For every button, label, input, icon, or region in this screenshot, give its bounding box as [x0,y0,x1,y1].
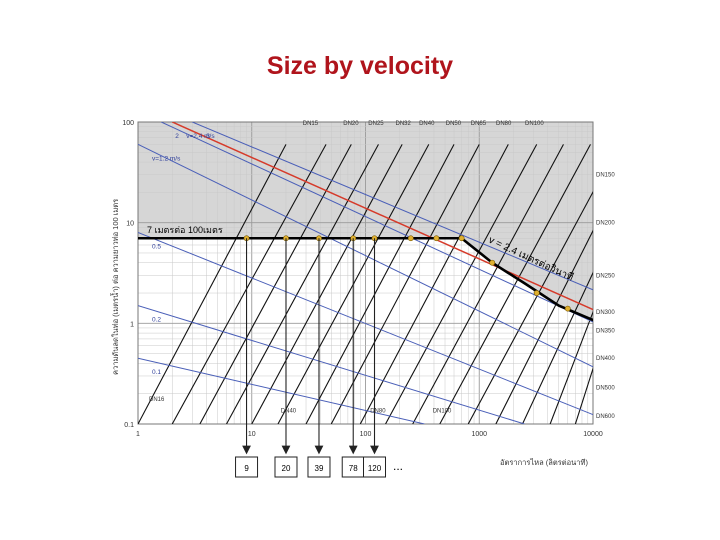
pipe-line [138,144,287,424]
x-tick-label: 100 [360,431,372,438]
flow-result-value: 120 [368,464,382,473]
flow-marker [458,235,465,242]
pipe-line [330,144,480,424]
velocity-line [171,122,593,311]
velocity-line [138,305,525,424]
top-dn-label: DN20 [343,121,359,127]
flow-result-value: 78 [349,464,358,473]
x-tick-label: 10 [248,431,256,438]
y-tick-label: 100 [122,120,134,127]
slide-title: Size by velocity [266,52,454,80]
flow-marker [564,305,571,312]
pipe-line [439,144,591,424]
limit-annotation: 7 เมตรต่อ 100เมตร [147,225,223,235]
right-dn-label: DN200 [596,221,615,227]
right-dn-label: DN400 [596,356,615,362]
flow-result-value: 20 [282,464,291,473]
pipe-line [251,144,403,424]
velocity-line [161,122,593,323]
flow-result-box [235,456,259,478]
top-dn-label: DN40 [419,121,435,127]
right-dn-label: DN250 [596,273,615,279]
pipe-line [226,144,379,424]
velocity-line [138,231,593,416]
velocity-label: 2 [175,133,179,140]
ellipsis-annotation: ... [393,459,403,473]
velocity-line [192,122,593,291]
flow-result-value: 39 [315,464,324,473]
right-dn-label: DN300 [596,310,615,316]
flow-result-value: 9 [244,464,249,473]
top-dn-label: DN80 [496,121,512,127]
top-dn-label: DN65 [471,121,487,127]
pipe-line [574,366,593,424]
top-dn-label: DN25 [368,121,384,127]
flow-marker [533,290,540,296]
x-tick-label: 10000 [583,431,603,438]
right-dn-label: DN350 [596,328,615,334]
y-tick-label: 1 [130,321,134,328]
right-dn-label: DN150 [596,173,615,179]
top-dn-label: DN100 [525,121,544,127]
inner-dn-label: DN100 [433,409,452,415]
flow-result-box [363,456,387,478]
top-dn-label: DN15 [303,121,319,127]
x-tick-label: 1000 [471,431,487,438]
pipe-line [522,271,593,424]
pipe-line [412,144,564,424]
velocity-label: 0.5 [152,243,161,250]
velocity-label: 0.2 [152,317,161,324]
velocity-line [138,143,593,368]
y-tick-label: 10 [126,221,134,228]
velocity-label: 3 [206,133,210,140]
flow-marker [433,235,440,242]
pipe-line [171,144,327,424]
x-tick-label: 1 [136,431,140,438]
pipe-line [385,144,538,424]
velocity-label: 0.1 [152,369,161,376]
inner-dn-label: DN40 [281,409,297,415]
top-dn-label: DN50 [446,121,462,127]
pipe-line [359,144,509,424]
velocity-label: v=2.4 m/s [186,133,215,140]
y-tick-label: 0.1 [124,422,134,429]
pipe-line [495,229,593,424]
x-axis-label: อัตราการไหล (ลิตรต่อนาที) [500,458,588,467]
pipe-line [305,144,455,424]
right-dn-label: DN600 [596,414,615,420]
y-axis-label: ความดันลดในท่อ (เมตรน้ำ) ต่อ ความยาวท่อ … [110,199,120,375]
inner-dn-label: DN16 [149,397,165,403]
pipe-line [549,310,593,424]
top-dn-label: DN32 [396,121,412,127]
flow-marker [489,259,496,266]
velocity-label: v=1.2 m/s [152,155,181,162]
flow-result-box [274,456,298,478]
inner-dn-label: DN80 [370,409,386,415]
flow-result-box [307,456,331,478]
right-dn-label: DN500 [596,386,615,392]
velocity-line [138,357,425,424]
flow-marker [407,235,414,242]
